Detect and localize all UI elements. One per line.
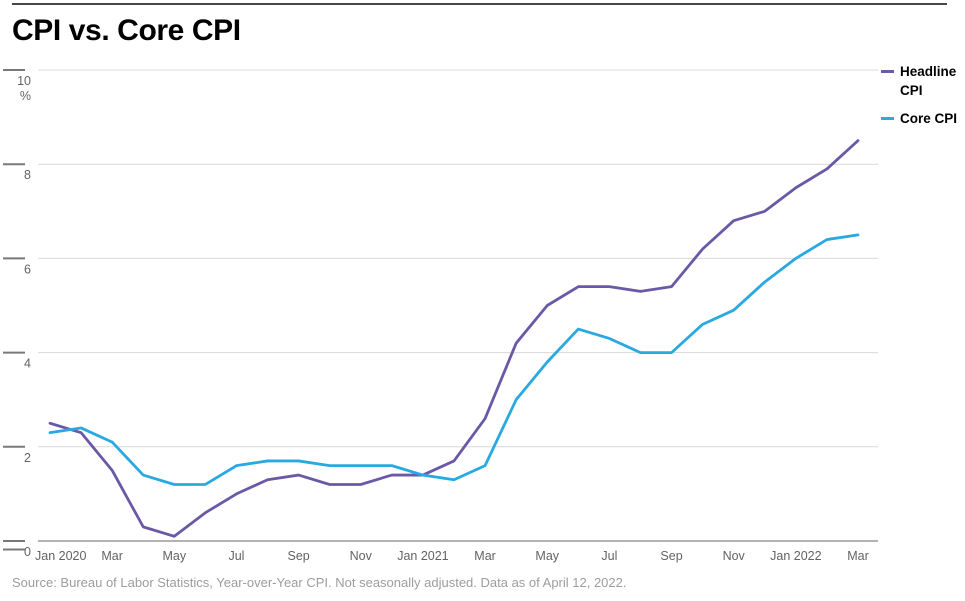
source-note: Source: Bureau of Labor Statistics, Year…	[12, 575, 627, 590]
legend: Headline CPI Core CPI	[881, 62, 965, 137]
x-tick-label: Sep	[287, 549, 309, 563]
legend-swatch-headline-cpi-icon	[881, 70, 894, 73]
legend-item-headline-cpi: Headline CPI	[881, 62, 965, 100]
y-tick-label: 2	[24, 451, 31, 465]
y-tick-label: 10	[17, 74, 31, 88]
legend-label-headline-cpi: Headline CPI	[900, 64, 957, 98]
y-tick-label: 6	[24, 262, 31, 276]
x-tick-label: Mar	[474, 549, 496, 563]
y-unit-label: %	[20, 89, 31, 103]
chart-title: CPI vs. Core CPI	[12, 14, 241, 47]
x-tick-label: Jan 2020	[35, 549, 86, 563]
x-tick-label: Jan 2022	[770, 549, 821, 563]
x-tick-label: Nov	[350, 549, 373, 563]
series-line-core-cpi	[48, 233, 860, 486]
legend-label-core-cpi: Core CPI	[900, 111, 958, 126]
y-tick-label: 4	[24, 357, 31, 371]
top-rule	[12, 3, 947, 5]
legend-item-core-cpi: Core CPI	[881, 109, 965, 128]
series-line-headline-cpi	[48, 139, 860, 538]
x-tick-label: Jul	[601, 549, 617, 563]
x-tick-label: Mar	[101, 549, 123, 563]
x-tick-label: Jan 2021	[397, 549, 448, 563]
x-tick-label: May	[162, 549, 186, 563]
x-tick-label: Sep	[660, 549, 682, 563]
x-tick-label: Jul	[228, 549, 244, 563]
y-tick-label: 8	[24, 168, 31, 182]
y-tick-label: 0	[24, 545, 31, 559]
legend-swatch-core-cpi-icon	[881, 117, 894, 120]
x-tick-label: Mar	[847, 549, 869, 563]
x-tick-label: May	[535, 549, 559, 563]
x-tick-label: Nov	[723, 549, 746, 563]
